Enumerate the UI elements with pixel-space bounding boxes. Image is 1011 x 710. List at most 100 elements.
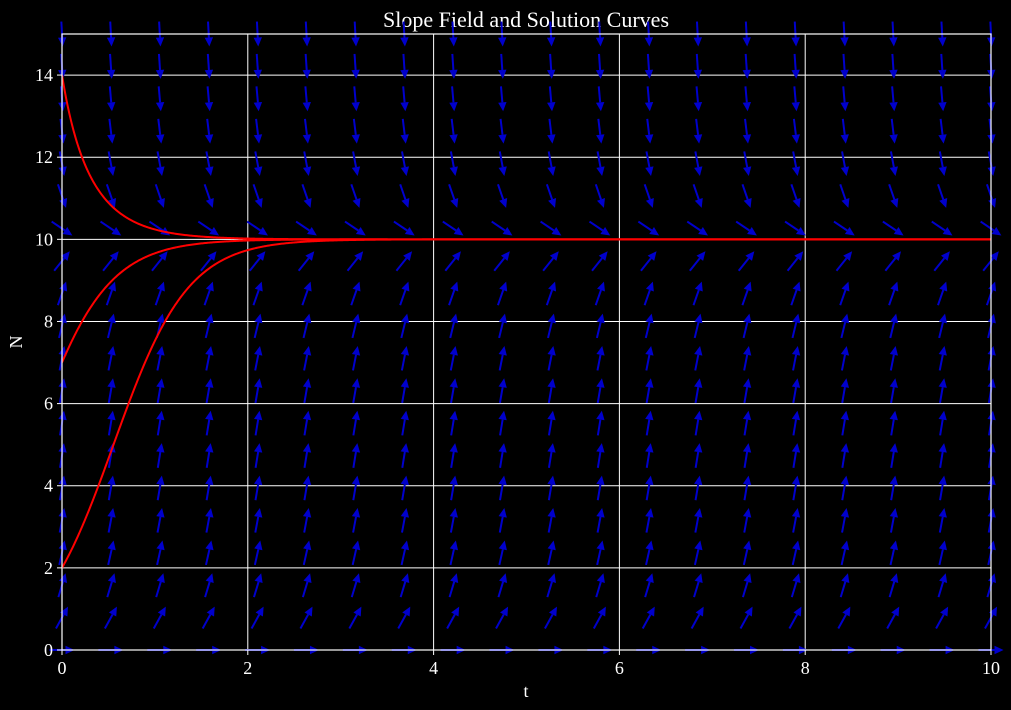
arrow-head xyxy=(795,227,806,236)
arrow-shaft xyxy=(108,86,113,103)
arrow-head xyxy=(400,410,409,421)
arrow-head xyxy=(158,251,168,261)
arrow-head xyxy=(890,281,899,292)
slope-arrow xyxy=(645,443,654,468)
slope-arrow xyxy=(791,313,801,339)
slope-arrow xyxy=(938,475,947,501)
arrow-head xyxy=(645,345,654,356)
slope-arrow xyxy=(156,378,165,404)
arrow-shaft xyxy=(203,289,211,306)
arrow-head xyxy=(938,101,947,112)
arrow-head xyxy=(987,573,997,584)
arrow-head xyxy=(547,101,556,112)
arrow-shaft xyxy=(935,614,945,630)
arrow-shaft xyxy=(689,257,701,272)
arrow-head xyxy=(693,101,703,112)
slope-arrow xyxy=(155,21,165,47)
arrow-head xyxy=(694,508,703,518)
arrow-head xyxy=(600,227,611,236)
slope-arrow xyxy=(889,151,898,176)
slope-arrow xyxy=(595,86,605,112)
arrow-shaft xyxy=(497,581,505,598)
slope-arrow xyxy=(350,573,361,598)
arrow-head xyxy=(987,540,996,551)
slope-arrow xyxy=(155,86,165,112)
arrow-shaft xyxy=(350,289,358,306)
arrow-shaft xyxy=(352,118,357,135)
arrow-head xyxy=(205,198,214,208)
slope-arrow xyxy=(106,573,116,598)
arrow-shaft xyxy=(889,516,895,533)
slope-arrow xyxy=(156,345,165,371)
arrow-head xyxy=(938,166,947,176)
arrow-shaft xyxy=(107,151,113,168)
solution-curves xyxy=(62,74,991,569)
arrow-shaft xyxy=(107,484,113,501)
slope-arrow xyxy=(400,378,409,404)
arrow-head xyxy=(351,410,361,421)
slope-arrow xyxy=(596,151,605,176)
arrow-head xyxy=(840,37,849,47)
slope-arrow xyxy=(297,251,315,272)
arrow-shaft xyxy=(495,614,505,630)
slope-arrow xyxy=(498,378,507,404)
arrow-head xyxy=(254,166,263,176)
arrow-head xyxy=(352,540,361,551)
slope-arrow xyxy=(446,606,460,630)
slope-arrow xyxy=(107,345,116,371)
arrow-head xyxy=(156,573,165,584)
arrow-head xyxy=(156,475,165,486)
arrow-head xyxy=(107,166,116,176)
arrow-shaft xyxy=(835,257,848,272)
arrow-shaft xyxy=(588,220,604,232)
arrow-shaft xyxy=(248,257,261,272)
arrow-head xyxy=(693,134,703,144)
arrow-shaft xyxy=(646,86,651,103)
arrow-head xyxy=(889,345,899,356)
arrow-shaft xyxy=(890,419,895,436)
slope-arrow xyxy=(840,345,850,371)
arrow-head xyxy=(694,573,703,584)
arrow-shaft xyxy=(545,289,554,306)
arrow-head xyxy=(693,37,703,47)
slope-arrow xyxy=(449,313,459,339)
slope-arrow xyxy=(889,475,898,501)
arrow-shaft xyxy=(393,220,408,232)
slope-arrow xyxy=(546,573,556,598)
slope-arrow xyxy=(155,573,165,598)
slope-arrow xyxy=(350,281,361,306)
arrow-shaft xyxy=(547,322,553,339)
arrow-head xyxy=(547,508,556,518)
arrow-head xyxy=(988,198,997,208)
arrow-head xyxy=(792,540,801,551)
slope-arrow xyxy=(791,410,801,436)
arrow-shaft xyxy=(793,86,797,103)
grid xyxy=(61,34,992,651)
arrow-head xyxy=(597,606,606,617)
slope-arrow xyxy=(889,53,898,79)
arrow-head xyxy=(693,69,703,79)
arrow-shaft xyxy=(645,484,651,501)
slope-arrow xyxy=(540,220,562,236)
slope-arrow xyxy=(301,573,312,598)
arrow-shaft xyxy=(450,484,455,501)
arrow-head xyxy=(352,281,361,292)
slope-arrow xyxy=(254,508,263,533)
arrow-shaft xyxy=(500,21,504,38)
arrow-shaft xyxy=(891,53,895,70)
slope-arrow xyxy=(886,606,900,630)
arrow-head xyxy=(209,227,220,236)
slope-arrow xyxy=(595,573,605,598)
slope-arrow xyxy=(588,220,611,236)
slope-arrow xyxy=(547,151,556,176)
arrow-shaft xyxy=(793,21,797,38)
arrow-shaft xyxy=(790,581,798,598)
arrow-head xyxy=(792,281,801,292)
arrow-head xyxy=(596,134,605,144)
arrow-head xyxy=(302,69,311,79)
slope-arrow xyxy=(151,251,168,272)
arrow-head xyxy=(351,69,360,79)
arrow-head xyxy=(156,378,165,388)
arrow-shaft xyxy=(890,484,895,501)
arrow-shaft xyxy=(254,484,260,501)
